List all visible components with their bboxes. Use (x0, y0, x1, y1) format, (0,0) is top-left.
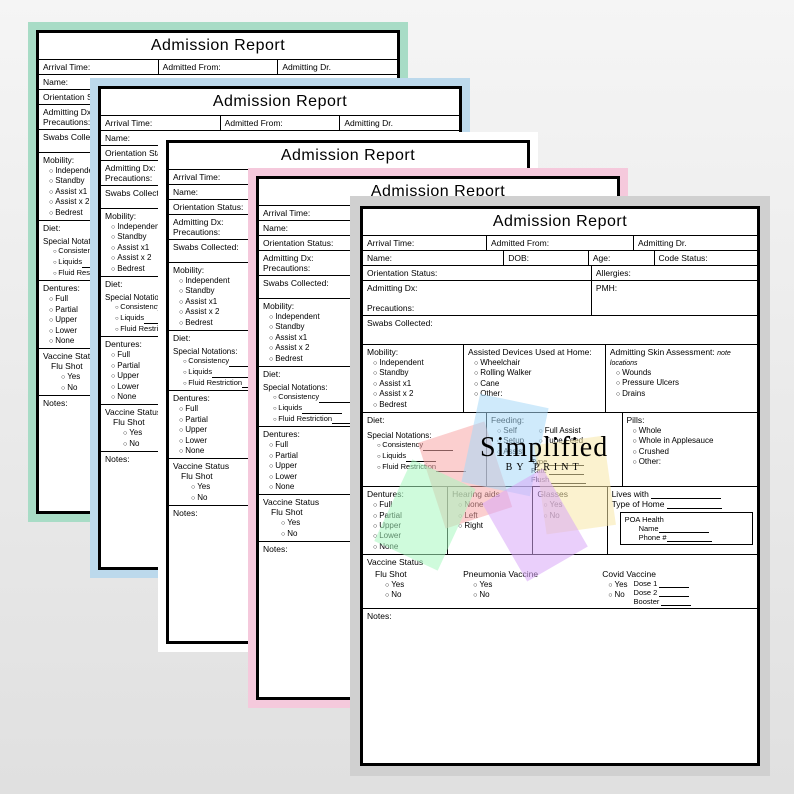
swabs-field[interactable]: Swabs Collected: (363, 316, 757, 344)
skin-label: Admitting Skin Assessment: (610, 347, 715, 357)
mobility-label: Mobility: (367, 347, 459, 357)
notes-field[interactable]: Notes: (363, 609, 757, 669)
orientation-field[interactable]: Orientation Status: (363, 266, 592, 280)
devices-label: Assisted Devices Used at Home: (468, 347, 601, 357)
arrival-time-field[interactable]: Arrival Time: (363, 236, 487, 250)
age-field[interactable]: Age: (589, 251, 655, 265)
covid-label: Covid Vaccine (602, 569, 753, 579)
covid-doses[interactable]: Dose 1 Dose 2 Booster (634, 579, 692, 606)
allergies-field[interactable]: Allergies: (592, 266, 757, 280)
lives-label: Lives with (612, 489, 649, 499)
admitted-from-field[interactable]: Admitted From: (487, 236, 634, 250)
pills-options[interactable]: WholeWhole in ApplesauceCrushedOther: (627, 426, 754, 468)
pills-label: Pills: (627, 415, 754, 425)
mobility-options[interactable]: IndependentStandbyAssist x1Assist x 2Bed… (367, 358, 459, 410)
poa-name-label: Name (639, 524, 659, 533)
admitting-dx-field[interactable]: Admitting Dx: Precautions: (363, 281, 592, 315)
skin-section: Admitting Skin Assessment: note location… (606, 345, 757, 412)
poa-label: POA Health (625, 515, 748, 524)
pmh-field[interactable]: PMH: (592, 281, 757, 315)
flu-shot-field[interactable]: Flu Shot YesNo (367, 569, 453, 606)
code-status-field[interactable]: Code Status: (655, 251, 757, 265)
admitting-dx-label: Admitting Dx: (367, 283, 587, 293)
pills-section: Pills: WholeWhole in ApplesauceCrushedOt… (623, 413, 758, 486)
skin-options[interactable]: WoundsPressure UlcersDrains (610, 368, 753, 399)
admitting-dr-field[interactable]: Admitting Dr. (634, 236, 757, 250)
home-type-label: Type of Home (612, 499, 665, 509)
flu-label: Flu Shot (367, 569, 453, 579)
name-field[interactable]: Name: (363, 251, 504, 265)
diet-label: Diet: (367, 415, 482, 425)
dob-field[interactable]: DOB: (504, 251, 589, 265)
mobility-section: Mobility: IndependentStandbyAssist x1Ass… (363, 345, 464, 412)
poa-box[interactable]: POA Health Name Phone # (620, 512, 753, 545)
precautions-label: Precautions: (367, 303, 587, 313)
form-title: Admission Report (363, 209, 757, 235)
devices-options[interactable]: WheelchairRolling WalkerCaneOther: (468, 358, 601, 400)
lives-section[interactable]: Lives with Type of Home POA Health Name … (608, 487, 757, 554)
poa-phone-label: Phone # (639, 533, 667, 542)
covid-field[interactable]: Covid Vaccine YesNo Dose 1 Dose 2 Booste… (602, 569, 753, 606)
